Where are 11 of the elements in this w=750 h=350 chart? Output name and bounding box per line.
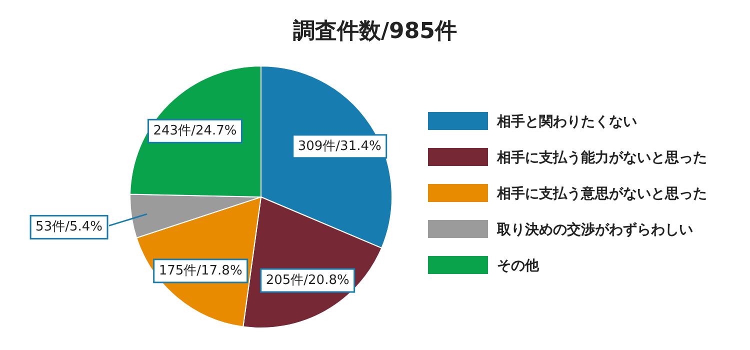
- chart-title: 調査件数/985件: [293, 18, 457, 44]
- legend-label: その他: [497, 258, 540, 274]
- legend-label: 相手と関わりたくない: [496, 113, 637, 130]
- data-label: 175件/17.8%: [158, 263, 242, 278]
- data-label: 309件/31.4%: [298, 138, 382, 154]
- legend-label: 相手に支払う能力がないと思った: [496, 149, 707, 166]
- data-label: 243件/24.7%: [153, 124, 237, 139]
- legend-label: 相手に支払う意思がないと思った: [496, 185, 707, 202]
- legend-label: 取り決めの交渉がわずらわしい: [496, 221, 693, 238]
- data-label: 53件/5.4%: [36, 220, 103, 235]
- data-label: 205件/20.8%: [266, 273, 350, 288]
